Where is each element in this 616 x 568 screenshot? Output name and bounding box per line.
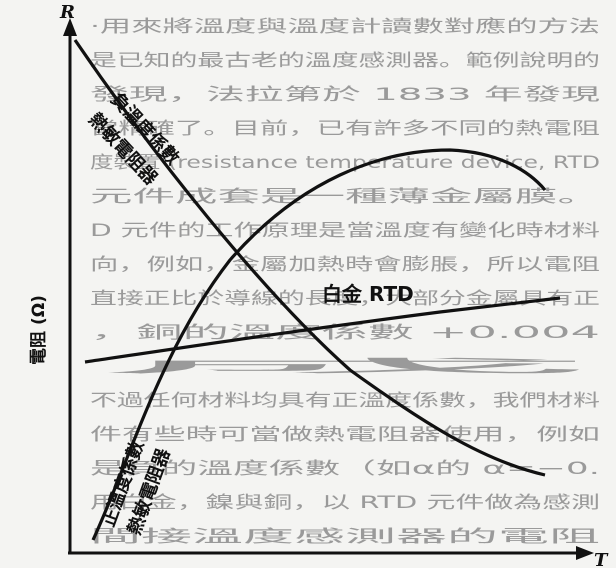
background-text-line: 發現，法拉第於 1833 年發現: [90, 85, 600, 105]
rtd-label: 白金 RTD: [322, 282, 414, 306]
background-text-line: ，銅的溫度係數 +0.004: [90, 323, 600, 343]
y-axis-label: R: [59, 2, 75, 23]
background-text-line: 用白金，鎳與銅，以 RTD 元件做為感測: [90, 493, 600, 513]
background-text-line: 間接溫度感測器的電阻: [90, 527, 600, 547]
background-page-text: ‧用來將溫度與溫度計讀數對應的方法是已知的最古老的溫度感測器。範例說明的發現，法…: [90, 16, 600, 547]
x-axis-label: T: [594, 550, 609, 568]
background-text-line: 向，例如，金屬加熱時會膨脹，所以電阻: [90, 255, 600, 275]
background-text-line: 不過任何材料均具有正溫度係數，我們材料: [90, 391, 600, 411]
platinum-rtd-curve: [84, 296, 561, 364]
x-axis-arrow-icon: [576, 546, 594, 560]
background-text-line: 是已知的最古老的溫度感測器。範例說明的: [90, 51, 600, 71]
ntc-thermistor-curve: [73, 39, 546, 477]
background-text-line: D 元件的工作原理是當溫度有變化時材料: [90, 221, 600, 241]
y-axis-arrow-icon: [63, 18, 77, 36]
background-text-line: ‧用來將溫度與溫度計讀數對應的方法: [90, 16, 600, 37]
background-text-line: 是負的溫度係數（如α的 α=−0.: [90, 459, 600, 479]
ptc-thermistor-curve: [91, 148, 547, 541]
background-text-line: 直接正比於導線的長度，大部分金屬具有正: [90, 289, 600, 309]
background-text-line: 元件成套是一種薄金屬膜。: [90, 187, 600, 207]
y-axis-title: 電阻 (Ω): [29, 295, 49, 365]
background-text-line: 當精確了。目前，已有許多不同的熱電阻: [90, 119, 600, 139]
background-text-line: 度裝置 (resistance temperature device, RTD: [90, 153, 600, 173]
background-text-line: 件有些時可當做熱電阻器使用，例如: [90, 424, 600, 445]
